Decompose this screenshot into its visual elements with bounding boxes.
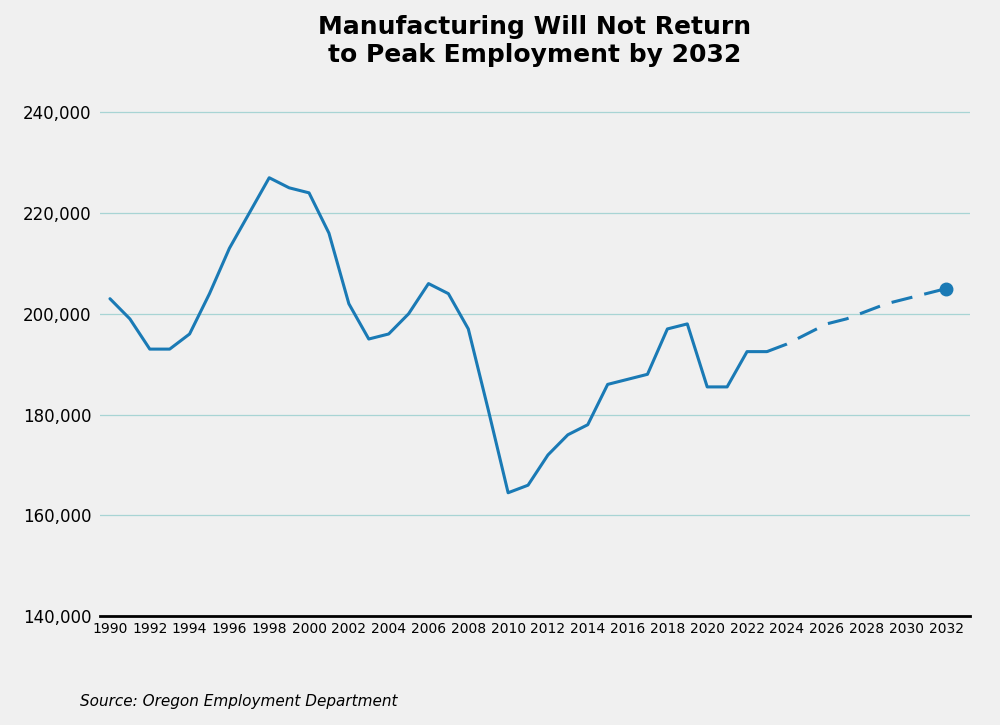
Title: Manufacturing Will Not Return
to Peak Employment by 2032: Manufacturing Will Not Return to Peak Em… xyxy=(318,15,752,67)
Text: Source: Oregon Employment Department: Source: Oregon Employment Department xyxy=(80,694,398,709)
